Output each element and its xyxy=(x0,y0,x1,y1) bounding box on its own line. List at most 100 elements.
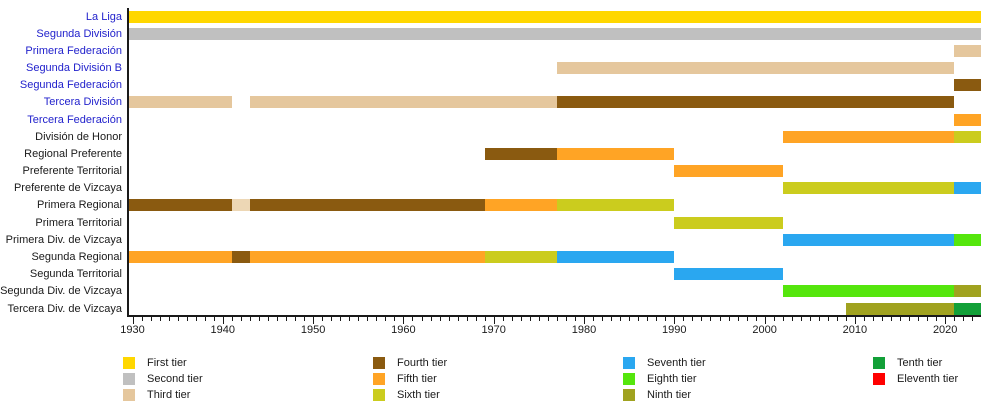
axis-minor-tick xyxy=(466,316,468,321)
legend-swatch-first-tier xyxy=(123,357,135,369)
bar-primera-regional-tier-5 xyxy=(484,199,557,211)
axis-minor-tick xyxy=(692,316,694,321)
axis-minor-tick xyxy=(358,316,360,321)
legend-swatch-sixth-tier xyxy=(373,389,385,401)
axis-minor-tick xyxy=(719,316,721,321)
bar-preferente-de-vizcaya-tier-6 xyxy=(782,182,955,194)
bar-segunda-division-b-tier-3 xyxy=(556,62,955,74)
axis-label-2000: 2000 xyxy=(752,324,777,336)
bar-primera-federacion-tier-3 xyxy=(954,45,982,57)
bar-tercera-division-tier-4 xyxy=(556,96,955,108)
row-label-segunda-division-b[interactable]: Segunda División B xyxy=(25,62,122,74)
axis-minor-tick xyxy=(412,316,414,321)
bar-primera-div-de-vizcaya-tier-7 xyxy=(782,234,955,246)
row-label-preferente-de-vizcaya: Preferente de Vizcaya xyxy=(13,182,122,194)
axis-minor-tick xyxy=(818,316,820,321)
row-label-primera-federacion[interactable]: Primera Federación xyxy=(25,45,122,57)
y-axis-line xyxy=(127,8,129,315)
row-label-tercera-federacion[interactable]: Tercera Federación xyxy=(27,114,122,126)
bar-regional-preferente-tier-5 xyxy=(556,148,675,160)
axis-label-1960: 1960 xyxy=(391,324,416,336)
axis-minor-tick xyxy=(484,316,486,321)
axis-label-1950: 1950 xyxy=(300,324,326,336)
row-label-preferente-territorial: Preferente Territorial xyxy=(22,165,122,177)
axis-minor-tick xyxy=(701,316,703,321)
legend-label-eighth-tier: Eighth tier xyxy=(647,373,697,385)
axis-minor-tick xyxy=(277,316,278,321)
row-label-segunda-regional: Segunda Regional xyxy=(31,251,122,263)
bar-preferente-territorial-tier-5 xyxy=(674,165,783,177)
bar-primera-territorial-tier-6 xyxy=(674,217,783,229)
axis-minor-tick xyxy=(556,316,558,321)
legend-swatch-ninth-tier xyxy=(623,389,635,401)
axis-minor-tick xyxy=(746,316,748,321)
axis-minor-tick xyxy=(511,316,513,321)
bar-segunda-div-de-vizcaya-tier-8 xyxy=(782,285,955,297)
axis-major-tick xyxy=(403,316,405,324)
bar-primera-regional-tier-4 xyxy=(128,199,232,211)
bar-preferente-de-vizcaya-tier-7 xyxy=(954,182,982,194)
axis-minor-tick xyxy=(647,316,649,321)
axis-minor-tick xyxy=(800,316,802,321)
axis-minor-tick xyxy=(773,316,775,321)
bar-tercera-div-de-vizcaya-tier-9 xyxy=(845,303,955,315)
axis-minor-tick xyxy=(331,316,333,321)
row-label-segunda-territorial: Segunda Territorial xyxy=(29,268,122,280)
bar-segunda-regional-tier-5 xyxy=(249,251,485,263)
axis-major-tick xyxy=(674,316,676,324)
axis-minor-tick xyxy=(918,316,920,321)
axis-minor-tick xyxy=(972,316,974,321)
bar-segunda-regional-tier-5 xyxy=(128,251,232,263)
row-label-tercera-div-de-vizcaya: Tercera Div. de Vizcaya xyxy=(7,303,122,315)
axis-minor-tick xyxy=(936,316,938,321)
axis-label-2020: 2020 xyxy=(932,324,958,336)
axis-minor-tick xyxy=(394,316,396,321)
axis-minor-tick xyxy=(204,316,206,321)
legend-swatch-tenth-tier xyxy=(873,357,885,369)
axis-minor-tick xyxy=(873,316,874,321)
row-label-segunda-division[interactable]: Segunda División xyxy=(36,28,122,40)
legend-swatch-second-tier xyxy=(123,373,135,385)
legend-label-eleventh-tier: Eleventh tier xyxy=(897,373,959,385)
row-label-division-de-honor: División de Honor xyxy=(35,131,122,143)
axis-minor-tick xyxy=(791,316,793,321)
axis-major-tick xyxy=(584,316,585,324)
axis-minor-tick xyxy=(656,316,658,321)
axis-minor-tick xyxy=(421,316,423,321)
bar-segunda-regional-tier-7 xyxy=(556,251,675,263)
axis-minor-tick xyxy=(195,316,197,321)
axis-minor-tick xyxy=(520,316,522,321)
legend-label-second-tier: Second tier xyxy=(147,373,203,385)
axis-label-1990: 1990 xyxy=(662,324,687,336)
row-label-primera-regional: Primera Regional xyxy=(37,199,122,211)
legend-label-ninth-tier: Ninth tier xyxy=(647,389,692,401)
axis-minor-tick xyxy=(665,316,667,321)
row-label-regional-preferente: Regional Preferente xyxy=(24,148,122,160)
axis-minor-tick xyxy=(710,316,712,321)
axis-minor-tick xyxy=(213,316,215,321)
axis-minor-tick xyxy=(845,316,847,321)
axis-minor-tick xyxy=(304,316,306,321)
row-label-la-liga[interactable]: La Liga xyxy=(85,11,122,23)
axis-major-tick xyxy=(132,316,134,324)
bar-segunda-federacion-tier-4 xyxy=(954,79,982,91)
bar-primera-div-de-vizcaya-tier-8 xyxy=(954,234,982,246)
axis-minor-tick xyxy=(538,316,540,321)
axis-minor-tick xyxy=(457,316,459,321)
axis-major-tick xyxy=(313,316,315,324)
bar-tercera-division-tier-3 xyxy=(249,96,557,108)
legend-swatch-fifth-tier xyxy=(373,373,385,385)
row-label-primera-div-de-vizcaya: Primera Div. de Vizcaya xyxy=(5,234,122,246)
legend-label-first-tier: First tier xyxy=(147,357,187,369)
legend-label-sixth-tier: Sixth tier xyxy=(397,389,440,401)
bar-segunda-division-tier-2 xyxy=(128,28,982,40)
axis-minor-tick xyxy=(385,316,387,321)
row-label-segunda-federacion[interactable]: Segunda Federación xyxy=(19,79,122,91)
row-label-tercera-division[interactable]: Tercera División xyxy=(43,96,122,108)
legend-label-fourth-tier: Fourth tier xyxy=(397,357,448,369)
axis-minor-tick xyxy=(340,316,342,321)
axis-major-tick xyxy=(764,316,766,324)
axis-label-1940: 1940 xyxy=(210,324,236,336)
axis-minor-tick xyxy=(809,316,811,321)
